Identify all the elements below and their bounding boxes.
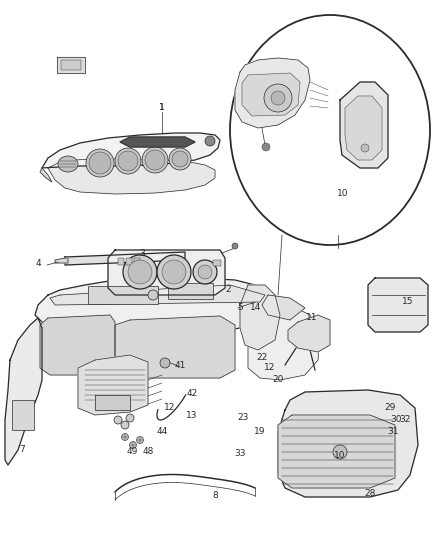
Text: 8: 8 — [212, 490, 218, 499]
Circle shape — [137, 437, 144, 443]
Bar — [134, 258, 140, 265]
Text: 33: 33 — [234, 448, 246, 457]
Text: 19: 19 — [254, 427, 266, 437]
Circle shape — [232, 243, 238, 249]
Polygon shape — [242, 73, 300, 116]
Text: 30: 30 — [390, 415, 402, 424]
Circle shape — [172, 151, 188, 167]
Polygon shape — [40, 315, 115, 375]
Text: 49: 49 — [126, 448, 138, 456]
Circle shape — [86, 149, 114, 177]
Text: 12: 12 — [264, 364, 276, 373]
Text: 11: 11 — [306, 313, 318, 322]
Circle shape — [126, 414, 134, 422]
Polygon shape — [115, 316, 235, 378]
Circle shape — [148, 290, 158, 300]
Circle shape — [121, 421, 129, 429]
Circle shape — [205, 136, 215, 146]
Bar — [88, 286, 158, 304]
Circle shape — [128, 260, 152, 284]
Circle shape — [162, 260, 186, 284]
Text: 28: 28 — [364, 489, 376, 497]
Text: 48: 48 — [142, 448, 154, 456]
Circle shape — [361, 144, 369, 152]
Text: 22: 22 — [256, 353, 268, 362]
Polygon shape — [248, 300, 320, 380]
Polygon shape — [95, 395, 130, 410]
Polygon shape — [240, 285, 280, 350]
Polygon shape — [120, 137, 195, 147]
Ellipse shape — [230, 15, 430, 245]
Circle shape — [333, 445, 347, 459]
Text: 15: 15 — [402, 297, 414, 306]
Bar — [168, 283, 213, 299]
Bar — [118, 258, 124, 265]
Polygon shape — [278, 415, 395, 488]
Ellipse shape — [58, 156, 78, 172]
Bar — [126, 258, 132, 265]
Circle shape — [118, 151, 138, 171]
Circle shape — [114, 416, 122, 424]
Circle shape — [264, 84, 292, 112]
Text: 5: 5 — [237, 303, 243, 312]
Text: 20: 20 — [272, 376, 284, 384]
Circle shape — [169, 148, 191, 170]
Text: 14: 14 — [250, 303, 261, 312]
Text: 4: 4 — [35, 259, 41, 268]
Circle shape — [130, 441, 137, 448]
Polygon shape — [50, 285, 265, 305]
Text: 3: 3 — [139, 248, 145, 257]
Polygon shape — [288, 315, 330, 352]
Text: 13: 13 — [186, 410, 198, 419]
Circle shape — [193, 260, 217, 284]
Polygon shape — [108, 250, 225, 295]
Bar — [12, 400, 34, 430]
Text: 42: 42 — [187, 389, 198, 398]
Circle shape — [115, 148, 141, 174]
Circle shape — [123, 255, 157, 289]
Text: 31: 31 — [387, 426, 399, 435]
Text: 2: 2 — [225, 286, 231, 295]
Text: 1: 1 — [159, 103, 165, 112]
Circle shape — [160, 358, 170, 368]
Polygon shape — [55, 258, 68, 263]
Circle shape — [121, 433, 128, 440]
Circle shape — [262, 143, 270, 151]
Text: 44: 44 — [156, 427, 168, 437]
Text: 41: 41 — [174, 360, 186, 369]
Bar — [213, 260, 221, 266]
Text: 32: 32 — [399, 416, 411, 424]
Text: 10: 10 — [337, 189, 349, 198]
Circle shape — [157, 255, 191, 289]
Polygon shape — [368, 278, 428, 332]
Polygon shape — [65, 252, 185, 265]
Polygon shape — [235, 58, 310, 128]
Circle shape — [198, 265, 212, 279]
Circle shape — [89, 152, 111, 174]
Polygon shape — [5, 318, 42, 465]
Text: 7: 7 — [19, 446, 25, 455]
Polygon shape — [262, 295, 305, 320]
Text: 1: 1 — [159, 103, 165, 112]
Text: 12: 12 — [164, 403, 176, 413]
Polygon shape — [78, 355, 148, 415]
Polygon shape — [42, 133, 220, 168]
Polygon shape — [35, 278, 275, 337]
Text: 29: 29 — [384, 402, 396, 411]
Polygon shape — [48, 159, 215, 194]
Polygon shape — [57, 57, 85, 73]
Circle shape — [145, 150, 165, 170]
Bar — [61, 60, 81, 70]
Polygon shape — [40, 168, 52, 182]
Circle shape — [142, 147, 168, 173]
Polygon shape — [278, 390, 418, 497]
Polygon shape — [340, 82, 388, 168]
Text: 10: 10 — [334, 450, 346, 459]
Polygon shape — [345, 96, 382, 160]
Text: 23: 23 — [237, 414, 249, 423]
Circle shape — [271, 91, 285, 105]
